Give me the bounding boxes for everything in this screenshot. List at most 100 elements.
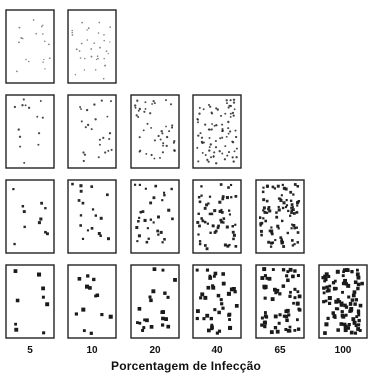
infection-spot <box>36 115 39 118</box>
infection-spot <box>214 229 218 233</box>
infection-spot <box>99 234 102 238</box>
infection-spot <box>109 26 112 28</box>
infection-spot <box>74 74 77 76</box>
infection-spot <box>13 105 17 109</box>
card-frame <box>5 94 55 169</box>
infection-spot <box>145 240 149 244</box>
infection-spot <box>263 314 268 318</box>
infection-spot <box>196 117 199 121</box>
infection-spot <box>291 208 295 212</box>
infection-spot <box>226 244 230 248</box>
infection-spot <box>103 39 105 42</box>
infection-spot <box>290 209 294 212</box>
infection-spot <box>138 107 141 111</box>
infection-spot <box>354 331 358 335</box>
infection-spot <box>333 279 337 283</box>
infection-spot <box>42 24 44 26</box>
infection-spot <box>267 207 270 211</box>
infection-spot <box>325 285 329 289</box>
infection-spot <box>227 313 231 317</box>
infection-spot <box>144 101 147 104</box>
infection-spot <box>358 303 363 308</box>
infection-spot <box>71 34 74 36</box>
infection-spot <box>226 102 228 105</box>
infection-spot <box>148 295 152 299</box>
infection-spot <box>212 274 216 278</box>
infection-spot <box>149 325 154 329</box>
infection-spot <box>206 222 209 225</box>
infection-spot <box>353 302 357 306</box>
infection-spot <box>355 315 359 319</box>
infection-spot <box>228 130 232 133</box>
infection-spot <box>279 236 283 240</box>
infection-spot <box>228 325 233 330</box>
infection-spot <box>153 102 156 105</box>
card-frame <box>67 94 117 169</box>
infection-spot <box>14 322 17 326</box>
infection-spot <box>84 57 86 60</box>
infection-spot <box>279 198 283 202</box>
infection-spot <box>137 109 140 112</box>
infection-spot <box>149 298 153 303</box>
infection-spot <box>220 302 224 306</box>
infection-spot <box>21 37 24 40</box>
infection-spot <box>138 216 141 219</box>
infection-spot <box>109 41 111 43</box>
infection-spot <box>276 184 280 188</box>
infection-spot <box>198 224 201 228</box>
infection-spot <box>219 218 222 222</box>
infection-spot <box>44 230 47 234</box>
infection-spot <box>44 40 46 43</box>
infection-spot <box>331 311 335 315</box>
scale-card <box>130 94 180 169</box>
infection-spot <box>106 193 109 197</box>
infection-spot <box>284 187 288 191</box>
infection-spot <box>346 283 351 288</box>
infection-spot <box>45 302 50 307</box>
infection-spot <box>150 153 153 157</box>
infection-spot <box>229 115 232 118</box>
infection-spot <box>277 205 280 209</box>
infection-spot <box>161 132 164 135</box>
infection-spot <box>210 128 213 131</box>
infection-spot <box>83 153 87 156</box>
card-frame <box>130 264 180 339</box>
infection-spot <box>341 290 344 294</box>
infection-spot <box>202 108 205 111</box>
infection-spot <box>325 289 329 293</box>
infection-spot <box>136 321 139 325</box>
infection-spot <box>264 219 268 223</box>
infection-spot <box>267 206 271 209</box>
infection-spot <box>216 293 221 298</box>
infection-spot <box>281 183 284 187</box>
infection-spot <box>350 270 354 274</box>
infection-spot <box>276 288 280 292</box>
infection-spot <box>210 323 214 327</box>
infection-spot <box>161 151 164 154</box>
infection-spot <box>342 281 347 286</box>
scale-card <box>5 9 55 84</box>
infection-spot <box>28 60 30 63</box>
infection-spot <box>287 313 291 317</box>
column-label: 20 <box>149 345 161 356</box>
infection-spot <box>203 295 208 300</box>
infection-spot <box>40 25 43 28</box>
infection-spot <box>97 156 100 159</box>
infection-spot <box>94 118 97 121</box>
infection-spot <box>109 100 113 103</box>
infection-spot <box>196 309 200 314</box>
infection-spot <box>98 21 101 24</box>
infection-spot <box>275 329 280 334</box>
infection-spot <box>323 331 327 335</box>
infection-spot <box>134 183 137 186</box>
infection-spot <box>265 184 269 188</box>
infection-spot <box>221 281 226 286</box>
infection-spot <box>139 210 143 214</box>
infection-spot <box>16 70 18 73</box>
infection-spot <box>169 103 173 106</box>
infection-spot <box>344 313 348 317</box>
infection-spot <box>209 156 213 159</box>
infection-spot <box>234 129 237 132</box>
infection-spot <box>20 36 23 39</box>
infection-spot <box>260 229 263 233</box>
